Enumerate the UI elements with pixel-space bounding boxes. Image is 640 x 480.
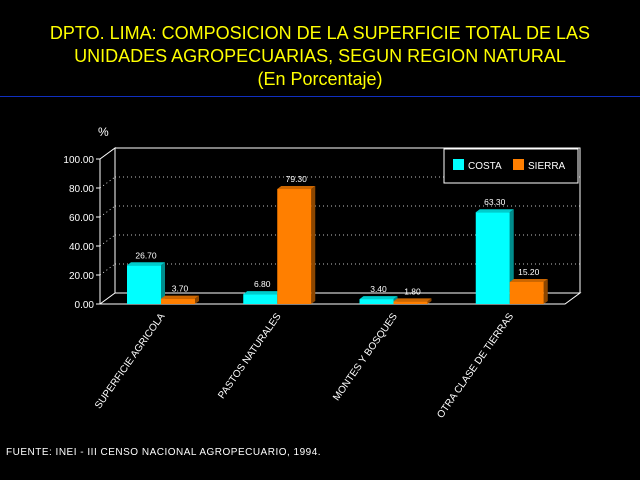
- bar-costa: [475, 209, 514, 304]
- gridline-side: [99, 263, 116, 276]
- y-tick-label: 0.00: [75, 300, 95, 311]
- source-note: FUENTE: INEI - III CENSO NACIONAL AGROPE…: [6, 447, 322, 458]
- data-label: 1.80: [404, 286, 421, 296]
- bar-top: [243, 291, 282, 295]
- bar-top: [509, 278, 548, 282]
- bar-top: [359, 296, 398, 300]
- bar-top: [277, 186, 316, 190]
- chart-title-line-1: DPTO. LIMA: COMPOSICION DE LA SUPERFICIE…: [49, 23, 591, 43]
- bar-face: [277, 189, 312, 304]
- bar-costa: [127, 262, 165, 304]
- legend-box: [443, 148, 579, 184]
- x-category-label: MONTES Y BOSQUES: [331, 311, 400, 403]
- data-label: 26.70: [135, 250, 157, 260]
- data-label: 6.80: [254, 279, 271, 289]
- left-wall-outline: [99, 147, 116, 304]
- legend-label-sierra: SIERRA: [528, 161, 566, 172]
- header-divider: [0, 96, 640, 97]
- y-tick-label: 60.00: [69, 213, 94, 224]
- legend-swatch-sierra: [513, 159, 524, 170]
- bar-side: [195, 295, 199, 304]
- chart-subtitle: (En Porcentaje): [257, 69, 383, 89]
- x-category-label: PASTOS NATURALES: [216, 311, 284, 401]
- gridline-side: [99, 176, 116, 189]
- data-label: 3.70: [172, 284, 189, 294]
- gridline-side: [99, 234, 116, 247]
- bar-sierra: [393, 298, 432, 304]
- bar-top: [393, 298, 432, 302]
- bar-top: [475, 209, 514, 213]
- legend: COSTA SIERRA: [443, 148, 579, 184]
- y-tick-label: 100.00: [63, 155, 94, 166]
- bar-face: [359, 299, 394, 304]
- legend-label-costa: COSTA: [468, 161, 502, 172]
- plot-walls: [98, 147, 582, 305]
- bar-face: [127, 265, 161, 304]
- chart-title-line-2: UNIDADES AGROPECUARIAS, SEGUN REGION NAT…: [74, 46, 566, 66]
- gridline-side: [99, 205, 116, 218]
- bar-side: [543, 278, 548, 304]
- bar-face: [243, 294, 278, 304]
- bar-top: [161, 295, 199, 299]
- bar-face: [509, 281, 544, 304]
- y-axis-unit-label: %: [98, 125, 109, 139]
- bar-top: [127, 262, 165, 266]
- y-tick-label: 20.00: [69, 271, 94, 282]
- x-category-label: SUPERFICIE AGRICOLA: [93, 311, 168, 411]
- bar-sierra: [277, 186, 316, 304]
- legend-swatch-costa: [453, 159, 464, 170]
- bar-costa: [359, 296, 398, 304]
- bar-sierra: [161, 295, 199, 304]
- back-wall-outline: [115, 147, 581, 293]
- bar-costa: [243, 291, 282, 304]
- bar-face: [393, 301, 428, 304]
- bar-side: [161, 262, 165, 304]
- y-tick-label: 80.00: [69, 184, 94, 195]
- x-category-label: OTRA CLASE DE TIERRAS: [435, 311, 516, 420]
- bar-face: [475, 212, 510, 304]
- data-label: 3.40: [370, 284, 387, 294]
- data-label: 63.30: [484, 197, 506, 207]
- data-label: 79.30: [286, 174, 308, 184]
- bar-sierra: [509, 278, 548, 304]
- y-tick-label: 40.00: [69, 242, 94, 253]
- bar-face: [161, 298, 195, 304]
- data-label: 15.20: [518, 267, 540, 277]
- bar-side: [311, 186, 316, 304]
- bar-side: [427, 298, 432, 304]
